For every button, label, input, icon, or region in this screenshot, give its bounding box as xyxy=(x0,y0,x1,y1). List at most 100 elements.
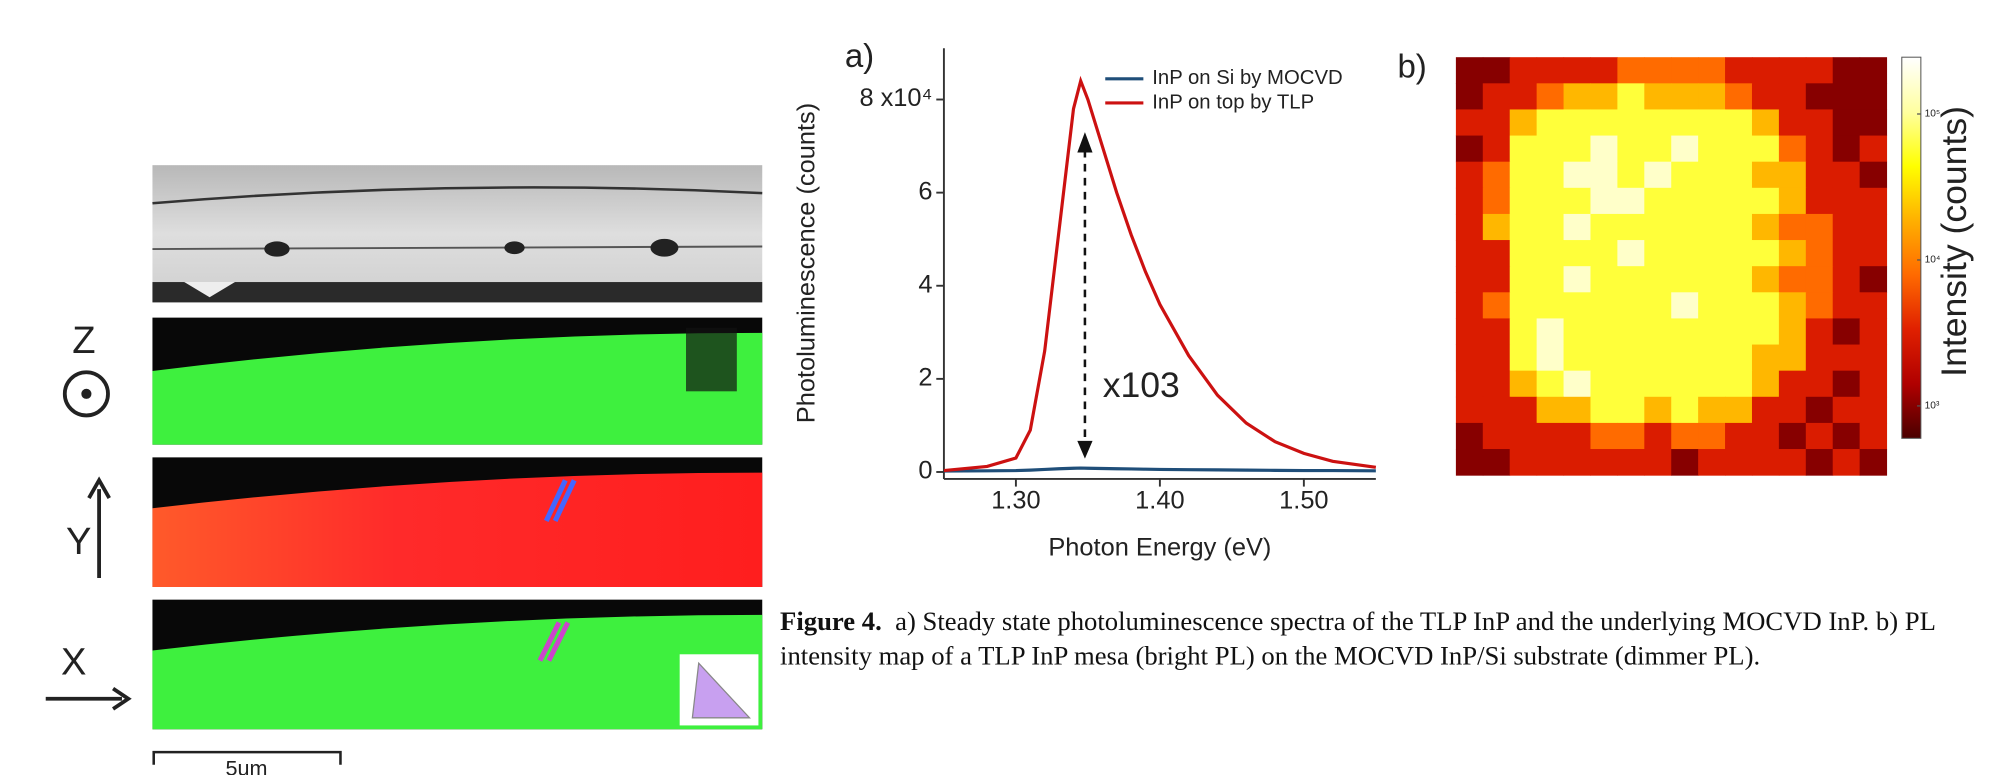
heatmap-cell xyxy=(1617,135,1645,163)
heatmap-cell xyxy=(1617,422,1645,450)
heatmap-cell xyxy=(1698,213,1726,241)
heatmap-cell xyxy=(1590,344,1618,372)
heatmap-cell xyxy=(1509,187,1538,215)
heatmap-cell xyxy=(1563,370,1591,398)
heatmap-cell xyxy=(1725,187,1753,215)
heatmap-cell xyxy=(1455,213,1484,241)
heatmap-cell xyxy=(1859,266,1888,293)
heatmap-cell xyxy=(1778,83,1807,110)
heatmap-cell xyxy=(1698,240,1726,267)
heatmap-cell xyxy=(1455,318,1484,346)
heatmap-cell xyxy=(1563,240,1591,267)
heatmap-cell xyxy=(1482,187,1511,215)
heatmap-cell xyxy=(1698,109,1726,137)
heatmap-cell xyxy=(1778,344,1807,372)
heatmap-cell xyxy=(1590,213,1618,241)
heatmap-cell xyxy=(1859,422,1888,450)
heatmap-cell xyxy=(1617,161,1645,189)
heatmap-cell xyxy=(1671,396,1699,424)
heatmap-cell xyxy=(1671,187,1699,215)
heatmap-cell xyxy=(1590,396,1618,424)
heatmap-cell xyxy=(1590,109,1618,137)
heatmap-cell xyxy=(1590,318,1618,346)
heatmap-cell xyxy=(1590,240,1618,267)
heatmap-cell xyxy=(1725,266,1753,293)
heatmap-cell xyxy=(1698,135,1726,163)
heatmap-cell xyxy=(1455,292,1484,319)
heatmap-cell xyxy=(1751,213,1780,241)
heatmap-cell xyxy=(1509,422,1538,450)
heatmap-cell xyxy=(1536,370,1565,398)
heatmap-cell xyxy=(1617,318,1645,346)
heatmap-cell xyxy=(1644,396,1672,424)
heatmap-cell xyxy=(1590,187,1618,215)
heatmap-cell xyxy=(1751,83,1780,110)
heatmap-cell xyxy=(1482,396,1511,424)
heatmap-cell xyxy=(1832,135,1861,163)
heatmap-cell xyxy=(1563,135,1591,163)
heatmap-cell xyxy=(1482,240,1511,267)
legend-label: InP on top by TLP xyxy=(1152,91,1314,113)
heatmap-cell xyxy=(1536,449,1565,476)
caption-label: Figure 4. xyxy=(780,606,882,637)
x-arrow xyxy=(45,687,132,711)
heatmap-cell xyxy=(1725,109,1753,137)
heatmap-cell xyxy=(1671,161,1699,189)
heatmap-cell xyxy=(1832,240,1861,267)
heatmap-cell xyxy=(1536,83,1565,110)
heatmap-cell xyxy=(1725,370,1753,398)
heatmap-cell xyxy=(1644,449,1672,476)
colorbar-tick-label: 10⁵ xyxy=(1925,109,1941,120)
heatmap-cell xyxy=(1751,422,1780,450)
heatmap-cell xyxy=(1617,396,1645,424)
heatmap-cell xyxy=(1644,161,1672,189)
heatmap-cell xyxy=(1563,213,1591,241)
colorbar-title: Intensity (counts) xyxy=(1934,106,1974,377)
heatmap-cell xyxy=(1671,57,1699,84)
heatmap-cell xyxy=(1725,213,1753,241)
heatmap-cell xyxy=(1805,318,1834,346)
heatmap-cell xyxy=(1698,292,1726,319)
heatmap-cell xyxy=(1671,83,1699,110)
heatmap-cell xyxy=(1805,187,1834,215)
heatmap-cell xyxy=(1859,213,1888,241)
heatmap-cell xyxy=(1644,370,1672,398)
heatmap-cell xyxy=(1778,187,1807,215)
heatmap-cell xyxy=(1778,213,1807,241)
heatmap-cell xyxy=(1671,266,1699,293)
heatmap-cell xyxy=(1698,318,1726,346)
data-line xyxy=(943,466,1376,473)
heatmap-cell xyxy=(1644,318,1672,346)
heatmap-cell xyxy=(1644,213,1672,241)
heatmap-cell xyxy=(1832,187,1861,215)
heatmap-cell xyxy=(1509,109,1538,137)
annotation: x103 xyxy=(1103,365,1180,405)
heatmap-cell xyxy=(1859,161,1888,189)
heatmap-cell xyxy=(1778,449,1807,476)
heatmap-cell xyxy=(1536,57,1565,84)
heatmap-cell xyxy=(1805,83,1834,110)
heatmap-cell xyxy=(1725,161,1753,189)
heatmap-cell xyxy=(1751,318,1780,346)
heatmap-cell xyxy=(1698,266,1726,293)
heatmap-cell xyxy=(1671,318,1699,346)
heatmap-cell xyxy=(1617,266,1645,293)
heatmap-cell xyxy=(1536,422,1565,450)
scale-bar xyxy=(152,750,342,765)
y-tick-label: 0 xyxy=(918,457,932,485)
heatmap-cell xyxy=(1859,370,1888,398)
heatmap-cell xyxy=(1644,292,1672,319)
heatmap-cell xyxy=(1859,292,1888,319)
heatmap-cell xyxy=(1725,57,1753,84)
heatmap-cell xyxy=(1482,344,1511,372)
panel-label: a) xyxy=(845,37,874,74)
heatmap-cell xyxy=(1509,318,1538,346)
heatmap-cell xyxy=(1455,266,1484,293)
heatmap-cell xyxy=(1725,240,1753,267)
heatmap-cell xyxy=(1832,318,1861,346)
heatmap-cell xyxy=(1536,213,1565,241)
heatmap-cell xyxy=(1644,83,1672,110)
heatmap-cell xyxy=(1778,370,1807,398)
heatmap-cell xyxy=(1671,422,1699,450)
